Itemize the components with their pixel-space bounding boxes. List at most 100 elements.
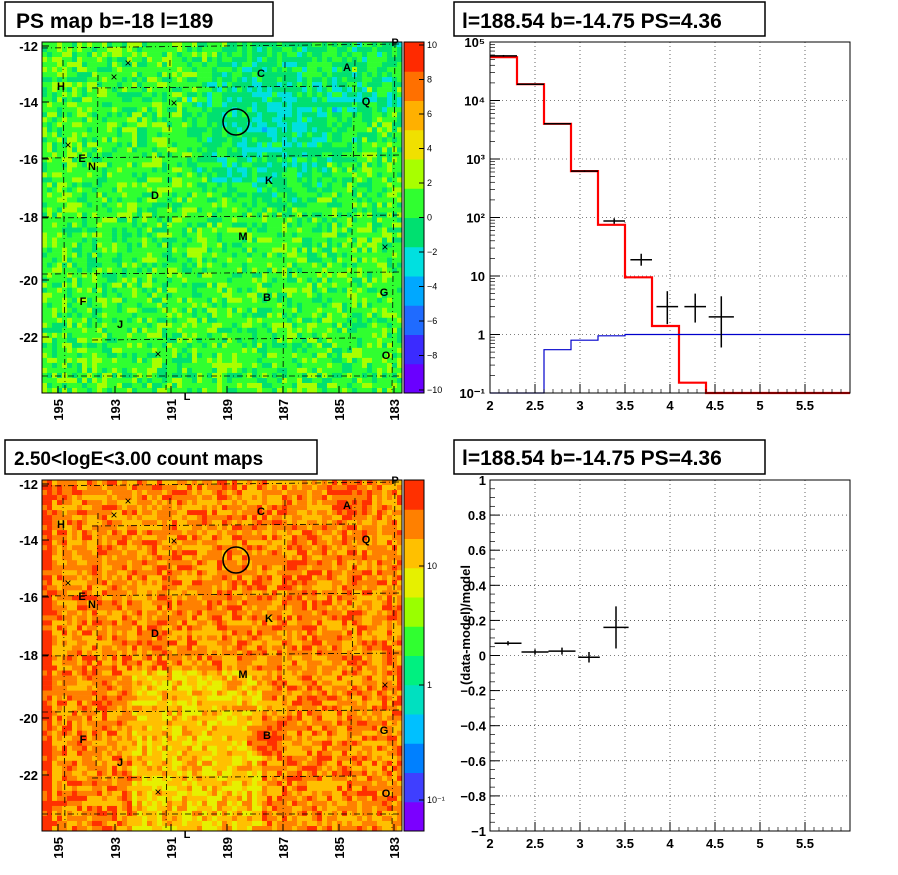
map-pixel <box>92 82 98 88</box>
map-pixel <box>177 322 183 329</box>
map-pixel <box>152 297 158 304</box>
map-pixel <box>232 57 238 63</box>
map-pixel <box>197 152 203 158</box>
map-pixel <box>357 77 363 83</box>
map-pixel <box>282 242 288 248</box>
map-pixel <box>42 332 48 339</box>
map-pixel <box>42 347 48 354</box>
map-pixel <box>217 157 223 163</box>
map-pixel <box>52 322 58 329</box>
map-pixel <box>242 232 248 238</box>
map-pixel <box>62 337 68 344</box>
map-pixel <box>352 242 358 248</box>
map-pixel <box>187 307 193 314</box>
map-pixel <box>117 72 123 78</box>
map-pixel <box>317 167 323 173</box>
map-pixel <box>292 167 298 173</box>
map-pixel <box>382 242 388 248</box>
map-pixel <box>92 87 98 93</box>
map-pixel <box>352 317 358 324</box>
map-pixel <box>107 117 113 123</box>
map-pixel <box>337 142 343 148</box>
map-pixel <box>252 352 258 359</box>
map-pixel <box>317 187 323 193</box>
map-pixel <box>267 372 273 379</box>
map-pixel <box>352 142 358 148</box>
map-pixel <box>372 367 378 374</box>
map-pixel <box>197 107 203 113</box>
map-pixel <box>297 312 303 319</box>
map-pixel <box>82 207 88 213</box>
map-pixel <box>67 317 73 324</box>
map-pixel <box>62 112 68 118</box>
map-pixel <box>82 237 88 243</box>
map-pixel <box>67 102 73 108</box>
map-pixel <box>312 322 318 329</box>
map-pixel <box>267 57 273 63</box>
map-pixel <box>122 162 128 168</box>
map-pixel <box>277 367 283 374</box>
map-pixel <box>132 157 138 163</box>
map-pixel <box>157 72 163 78</box>
map-pixel <box>272 107 278 113</box>
map-pixel <box>347 232 353 238</box>
map-pixel <box>282 187 288 193</box>
map-pixel <box>342 302 348 309</box>
map-pixel <box>177 127 183 133</box>
map-pixel <box>232 102 238 108</box>
map-pixel <box>377 217 383 223</box>
map-pixel <box>302 372 308 379</box>
map-pixel <box>157 62 163 68</box>
map-pixel <box>187 322 193 329</box>
map-pixel <box>347 377 353 384</box>
map-pixel <box>152 287 158 294</box>
map-pixel <box>197 282 203 288</box>
map-pixel <box>262 102 268 108</box>
map-pixel <box>207 72 213 78</box>
map-pixel <box>207 332 213 339</box>
map-pixel <box>277 127 283 133</box>
map-pixel <box>347 67 353 73</box>
map-pixel <box>122 157 128 163</box>
map-pixel <box>152 177 158 183</box>
map-pixel <box>327 297 333 304</box>
map-pixel <box>197 377 203 384</box>
map-pixel <box>212 382 218 389</box>
map-pixel <box>372 192 378 198</box>
map-pixel <box>47 367 53 374</box>
map-pixel <box>267 247 273 253</box>
map-pixel <box>187 97 193 103</box>
map-pixel <box>197 347 203 354</box>
map-pixel <box>297 192 303 198</box>
map-pixel <box>132 222 138 228</box>
map-pixel <box>387 232 393 238</box>
map-pixel <box>307 282 313 288</box>
map-pixel <box>197 372 203 379</box>
map-pixel <box>147 147 153 153</box>
map-pixel <box>297 287 303 294</box>
map-pixel <box>362 242 368 248</box>
map-pixel <box>237 197 243 203</box>
map-pixel <box>242 357 248 364</box>
map-pixel <box>77 232 83 238</box>
map-pixel <box>182 347 188 354</box>
map-pixel <box>202 147 208 153</box>
map-pixel <box>77 67 83 73</box>
map-pixel <box>82 317 88 324</box>
map-pixel <box>72 232 78 238</box>
map-pixel <box>182 82 188 88</box>
map-pixel <box>297 217 303 223</box>
map-pixel <box>262 272 268 278</box>
map-pixel <box>92 357 98 364</box>
map-pixel <box>87 167 93 173</box>
map-pixel <box>92 252 98 258</box>
map-pixel <box>397 72 403 78</box>
map-pixel <box>222 142 228 148</box>
map-pixel <box>57 362 63 369</box>
map-pixel <box>232 317 238 324</box>
map-pixel <box>227 212 233 218</box>
map-pixel <box>247 292 253 299</box>
map-pixel <box>132 82 138 88</box>
map-pixel <box>122 137 128 143</box>
map-pixel <box>297 237 303 243</box>
